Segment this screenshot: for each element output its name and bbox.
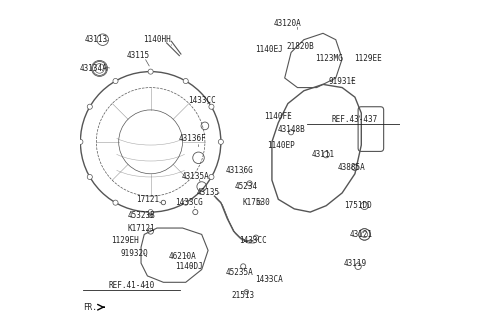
Circle shape <box>78 139 83 144</box>
Text: 1140EP: 1140EP <box>268 140 295 149</box>
Text: 1433CG: 1433CG <box>175 198 203 207</box>
Text: 45323B: 45323B <box>127 211 155 220</box>
Circle shape <box>183 200 188 205</box>
Text: 43885A: 43885A <box>338 163 366 172</box>
Text: 43134A: 43134A <box>79 64 107 73</box>
Text: 91931E: 91931E <box>328 77 356 86</box>
Text: 1751DD: 1751DD <box>344 201 372 210</box>
Text: 43120A: 43120A <box>274 19 302 28</box>
Text: 21513: 21513 <box>232 290 255 299</box>
Text: REF.41-410: REF.41-410 <box>108 281 155 290</box>
Text: 45234: 45234 <box>235 182 258 191</box>
Text: 1433CA: 1433CA <box>255 275 283 284</box>
Circle shape <box>183 79 188 84</box>
Text: 1140DJ: 1140DJ <box>175 262 203 271</box>
Text: 43113: 43113 <box>85 35 108 44</box>
Text: K17530: K17530 <box>242 198 270 207</box>
Circle shape <box>218 139 223 144</box>
Text: 1140HH: 1140HH <box>143 35 171 44</box>
Text: 1140FE: 1140FE <box>264 112 292 121</box>
Text: K17121: K17121 <box>127 223 155 232</box>
Text: 91932Q: 91932Q <box>121 249 148 258</box>
Text: 43111: 43111 <box>312 150 335 159</box>
Text: 43148B: 43148B <box>277 125 305 134</box>
Text: 1129EH: 1129EH <box>111 236 139 245</box>
Circle shape <box>87 104 92 109</box>
Text: 21820B: 21820B <box>287 42 314 51</box>
Text: 43136F: 43136F <box>178 134 206 143</box>
Text: 43119: 43119 <box>343 259 367 268</box>
Circle shape <box>113 200 118 205</box>
Text: 43115: 43115 <box>126 51 149 60</box>
Text: 1123MG: 1123MG <box>315 54 343 63</box>
Text: 17121: 17121 <box>136 195 159 204</box>
Text: 1129EE: 1129EE <box>354 54 382 63</box>
Text: 45235A: 45235A <box>226 268 254 277</box>
Circle shape <box>209 175 214 179</box>
Text: 43121: 43121 <box>350 230 373 239</box>
Text: FR.: FR. <box>83 303 97 312</box>
Text: 43136G: 43136G <box>226 166 254 175</box>
Circle shape <box>87 175 92 179</box>
Circle shape <box>148 210 153 215</box>
Text: 1433CC: 1433CC <box>239 236 267 245</box>
Circle shape <box>209 104 214 109</box>
Circle shape <box>113 79 118 84</box>
Text: 1140EJ: 1140EJ <box>255 45 283 54</box>
Circle shape <box>148 69 153 74</box>
Text: REF.43-437: REF.43-437 <box>332 115 378 124</box>
Text: 46210A: 46210A <box>168 252 196 261</box>
Text: 43135A: 43135A <box>181 173 209 182</box>
Text: 1433CC: 1433CC <box>188 96 216 105</box>
Text: 43135: 43135 <box>196 188 220 197</box>
